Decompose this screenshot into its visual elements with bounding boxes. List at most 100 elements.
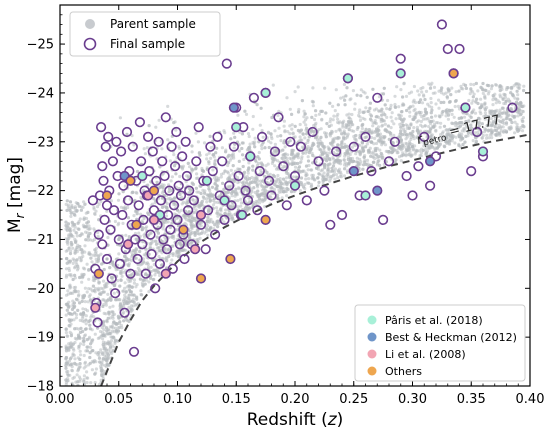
parent-sample-point	[93, 248, 97, 252]
parent-sample-point	[393, 160, 397, 165]
parent-sample-point	[506, 86, 510, 90]
parent-sample-point	[331, 144, 335, 148]
parent-sample-point	[457, 89, 461, 93]
parent-sample-point	[487, 84, 491, 88]
parent-sample-point	[434, 102, 438, 106]
parent-sample-point	[69, 232, 73, 236]
parent-sample-point	[468, 114, 472, 118]
parent-sample-point	[373, 136, 377, 140]
parent-sample-point	[474, 100, 478, 104]
parent-sample-point	[99, 348, 103, 352]
parent-sample-point	[276, 173, 280, 178]
final-sample-point	[97, 239, 108, 250]
parent-sample-point	[127, 235, 131, 239]
parent-sample-point	[99, 286, 103, 290]
parent-sample-point	[141, 284, 145, 288]
parent-sample-point	[352, 142, 356, 146]
parent-sample-point	[273, 164, 277, 168]
parent-sample-point	[437, 106, 441, 110]
parent-sample-point	[76, 294, 81, 298]
parent-sample-point	[117, 237, 121, 242]
parent-sample-point	[516, 93, 520, 97]
parent-sample-point	[453, 104, 457, 109]
parent-sample-point	[82, 339, 86, 343]
parent-sample-point	[78, 357, 82, 361]
parent-sample-point	[126, 216, 130, 220]
parent-sample-point	[190, 216, 195, 220]
parent-sample-point	[383, 135, 387, 139]
parent-sample-point	[300, 138, 304, 142]
parent-sample-point	[154, 239, 158, 243]
parent-sample-point	[75, 258, 79, 262]
parent-sample-point	[442, 92, 446, 96]
parent-sample-point	[101, 304, 105, 308]
parent-sample-point	[477, 121, 482, 125]
parent-sample-point	[466, 131, 470, 135]
parent-sample-point	[497, 123, 501, 127]
parent-sample-point	[76, 221, 80, 225]
parent-sample-point	[494, 101, 498, 105]
parent-sample-point	[288, 107, 292, 111]
parent-sample-point	[283, 145, 287, 149]
parent-sample-point	[143, 152, 147, 156]
parent-sample-point	[116, 326, 121, 330]
parent-sample-point	[108, 266, 112, 270]
parent-sample-point	[320, 141, 324, 146]
parent-sample-point	[109, 339, 114, 343]
parent-sample-point	[483, 95, 487, 99]
parent-sample-point	[460, 129, 464, 133]
parent-sample-point	[481, 88, 485, 92]
parent-sample-point	[286, 141, 290, 145]
parent-sample-point	[296, 161, 300, 166]
parent-sample-point	[74, 337, 79, 341]
parent-sample-point	[107, 312, 111, 316]
parent-sample-point	[362, 110, 366, 115]
parent-sample-point	[449, 93, 453, 97]
parent-sample-point	[328, 141, 333, 145]
parent-sample-point	[230, 216, 235, 220]
parent-sample-point	[82, 374, 86, 378]
parent-sample-point	[178, 241, 182, 245]
parent-sample-point	[108, 305, 112, 309]
parent-sample-point	[289, 190, 294, 194]
parent-sample-point	[470, 110, 475, 114]
parent-sample-point	[192, 218, 196, 222]
parent-sample-point	[74, 297, 79, 301]
parent-sample-point	[237, 159, 241, 163]
parent-sample-point	[166, 248, 170, 252]
parent-sample-point	[429, 127, 433, 131]
parent-sample-point	[104, 301, 108, 305]
limit-curve	[100, 133, 530, 386]
parent-sample-point	[273, 142, 277, 146]
parent-sample-point	[227, 161, 231, 165]
parent-sample-point	[462, 115, 467, 119]
parent-sample-point	[419, 123, 423, 127]
parent-sample-point	[174, 172, 178, 176]
parent-sample-point	[117, 252, 121, 256]
parent-sample-point	[244, 112, 249, 116]
parent-sample-point	[112, 291, 116, 295]
parent-sample-point	[71, 261, 75, 265]
parent-sample-point	[450, 121, 454, 126]
parent-sample-point	[320, 118, 324, 122]
parent-sample-point	[377, 155, 381, 159]
parent-sample-point	[450, 86, 454, 90]
parent-sample-point	[198, 221, 202, 225]
parent-sample-point	[417, 149, 421, 153]
parent-sample-point	[516, 114, 520, 118]
parent-sample-point	[354, 133, 358, 138]
parent-sample-point	[476, 89, 480, 93]
parent-sample-point	[509, 126, 513, 130]
parent-sample-point	[498, 93, 502, 97]
parent-sample-point	[260, 192, 264, 196]
parent-sample-point	[255, 177, 259, 181]
parent-sample-point	[99, 378, 103, 382]
parent-sample-point	[119, 278, 123, 282]
parent-sample-point	[122, 301, 126, 306]
parent-sample-point	[426, 130, 430, 134]
parent-sample-point	[81, 307, 85, 311]
parent-sample-point	[411, 134, 415, 138]
parent-sample-point	[78, 234, 82, 238]
parent-sample-point	[326, 172, 330, 176]
parent-sample-point	[299, 128, 303, 132]
